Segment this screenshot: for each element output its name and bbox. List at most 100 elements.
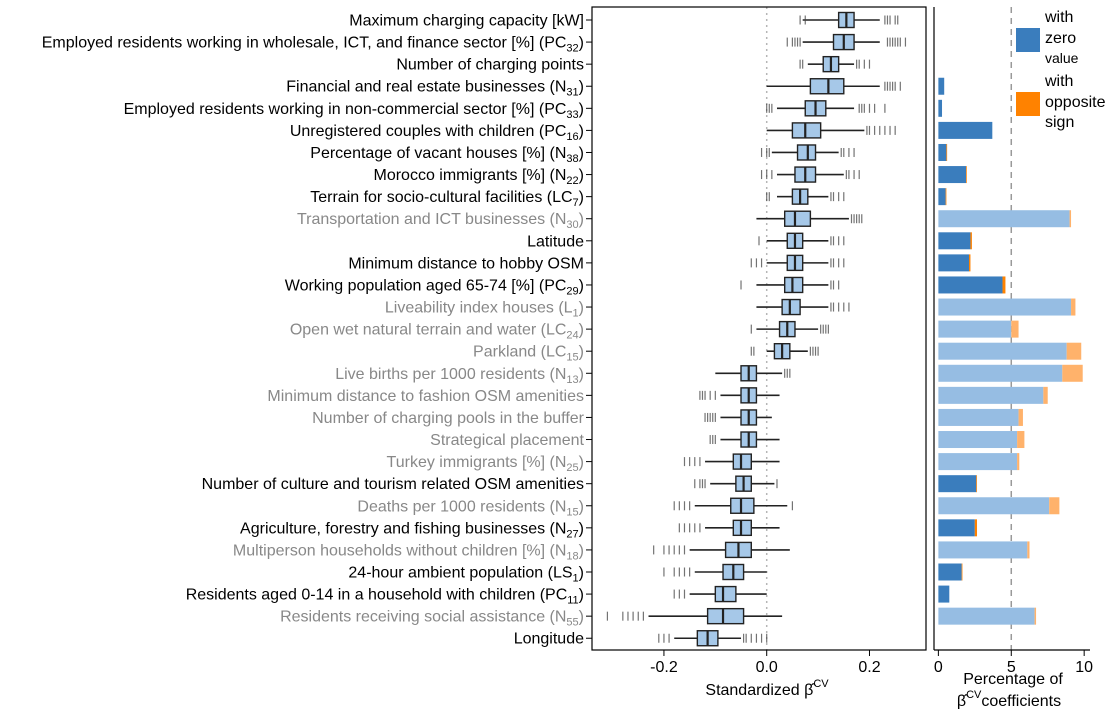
box: [714, 585, 737, 603]
variable-label-text: Percentage of vacant houses [%] (N: [310, 145, 566, 162]
variable-label-subscript: 29: [566, 285, 578, 297]
variable-label-suffix: ): [579, 454, 584, 471]
variable-label-subscript: 15: [566, 352, 578, 364]
variable-label-text: Minimum distance to hobby OSM: [348, 255, 584, 272]
percentage-axis-title-line2: β̂CVcoefficients: [957, 689, 1061, 709]
variable-label-text: Parkland (LC: [473, 344, 566, 361]
opposite-sign-bar: [970, 232, 972, 250]
opposite-sign-bar: [1062, 364, 1083, 382]
opposite-sign-bar: [1011, 320, 1019, 338]
variable-label-subscript: 16: [566, 131, 578, 143]
opposite-sign-bar: [966, 166, 967, 184]
variable-label: Parkland (LC15): [473, 344, 584, 364]
boxplot: [760, 144, 855, 161]
variable-label-subscript: 55: [566, 617, 578, 629]
box: [783, 276, 804, 294]
boxplot: [750, 343, 819, 360]
variable-label-text: Employed residents working in wholesale,…: [42, 35, 567, 52]
legend-label-line1: with: [1044, 73, 1073, 90]
zero-value-bar: [938, 563, 962, 581]
legend-label-line3: value: [1045, 50, 1079, 66]
variable-label-subscript: 33: [566, 109, 578, 121]
percentage-axis-title-suffix: coefficients: [981, 693, 1061, 709]
variable-label-suffix: ): [579, 145, 584, 162]
variable-label-subscript: 31: [566, 87, 578, 99]
percentage-bars: [938, 77, 1083, 625]
variable-label-text: Employed residents working in non-commer…: [124, 101, 567, 118]
opposite-sign-bar: [1017, 453, 1020, 471]
opposite-sign-bar: [945, 188, 947, 206]
coefficient-panel: -0.2 0.0 0.2 Standardized β̂CV: [591, 6, 927, 699]
variable-label-subscript: 7: [573, 197, 579, 209]
opposite-sign-bar: [974, 519, 978, 537]
variable-label: Number of charging points: [396, 57, 584, 74]
variable-label: Percentage of vacant houses [%] (N38): [310, 145, 584, 165]
box: [732, 519, 752, 537]
variable-label: Latitude: [527, 233, 584, 250]
box: [732, 453, 752, 470]
variable-label: Strategical placement: [430, 432, 584, 449]
x-tick-label: 10: [1075, 659, 1093, 676]
variable-label-text: Multiperson households without children …: [233, 542, 567, 559]
variable-label-text: Open wet natural terrain and water (LC: [290, 322, 567, 339]
zero-value-bar: [938, 408, 1019, 426]
variable-label-subscript: 11: [567, 595, 578, 607]
variable-label-text: Latitude: [527, 233, 584, 250]
boxplot: [799, 11, 899, 29]
zero-value-bar: [938, 541, 1028, 559]
variable-label: Number of culture and tourism related OS…: [202, 476, 584, 493]
boxplots: [606, 11, 907, 647]
opposite-sign-bar: [976, 475, 978, 493]
variable-label-text: Unregistered couples with children (PC: [290, 123, 567, 140]
variable-label-subscript: 27: [566, 528, 578, 540]
variable-label: Working population aged 65-74 [%] (PC29): [285, 277, 584, 297]
variable-label-suffix: ): [579, 542, 584, 559]
opposite-sign-bar: [968, 254, 971, 272]
variable-label-text: Agriculture, forestry and fishing busine…: [240, 520, 566, 537]
variable-label-subscript: 1: [573, 573, 579, 585]
variable-label-subscript: 22: [566, 175, 578, 187]
variable-label-subscript: 25: [566, 462, 578, 474]
x-tick-label: 0.2: [858, 659, 880, 676]
variable-labels: Maximum charging capacity [kW] Employed r…: [42, 13, 592, 648]
variable-label-suffix: ): [579, 123, 584, 140]
boxplot: [694, 475, 778, 492]
boxplot: [653, 541, 790, 559]
legend-label-line1: with: [1044, 9, 1073, 26]
zero-value-bar: [938, 99, 943, 117]
legend-label-line2: opposite: [1045, 94, 1106, 111]
variable-label: Agriculture, forestry and fishing busine…: [240, 520, 584, 540]
boxplot: [786, 33, 907, 51]
boxplot: [699, 387, 780, 404]
variable-label-text: Number of charging points: [396, 57, 584, 74]
variable-label-suffix: ): [579, 277, 584, 294]
variable-label-suffix: ): [579, 609, 584, 626]
percentage-axis-title-line1: Percentage of: [963, 671, 1063, 688]
legend-swatch: [1016, 92, 1040, 116]
percentage-axis-title-base: β̂: [957, 693, 969, 709]
variable-label-text: Number of charging pools in the buffer: [312, 410, 585, 427]
variable-label: Number of charging pools in the buffer: [312, 410, 585, 427]
zero-value-bar: [938, 386, 1044, 404]
boxplot: [683, 453, 780, 470]
x-tick-label: 0: [934, 659, 943, 676]
variable-label-text: Liveability index houses (L: [385, 300, 573, 317]
zero-value-bar: [938, 320, 1012, 338]
variable-label-subscript: 38: [566, 153, 578, 165]
opposite-sign-bar: [1069, 210, 1072, 228]
boxplot: [663, 563, 767, 581]
percentage-panel: 0 5 10 Percentage of β̂CVcoefficients: [933, 7, 1093, 709]
zero-value-bar: [938, 232, 971, 250]
variable-label: Deaths per 1000 residents (N15): [357, 498, 584, 518]
box: [791, 122, 822, 139]
zero-value-bar: [938, 143, 947, 161]
boxplot: [606, 607, 783, 625]
variable-label-suffix: ): [579, 79, 584, 96]
boxplot: [750, 254, 845, 272]
boxplot: [760, 166, 860, 183]
variable-label-subscript: 24: [566, 330, 578, 342]
variable-label-text: Transportation and ICT businesses (N: [297, 211, 566, 228]
coefficient-panel-frame: [591, 6, 927, 651]
variable-label-text: Residents aged 0-14 in a household with …: [186, 587, 568, 604]
variable-label-text: Longitude: [514, 631, 584, 648]
